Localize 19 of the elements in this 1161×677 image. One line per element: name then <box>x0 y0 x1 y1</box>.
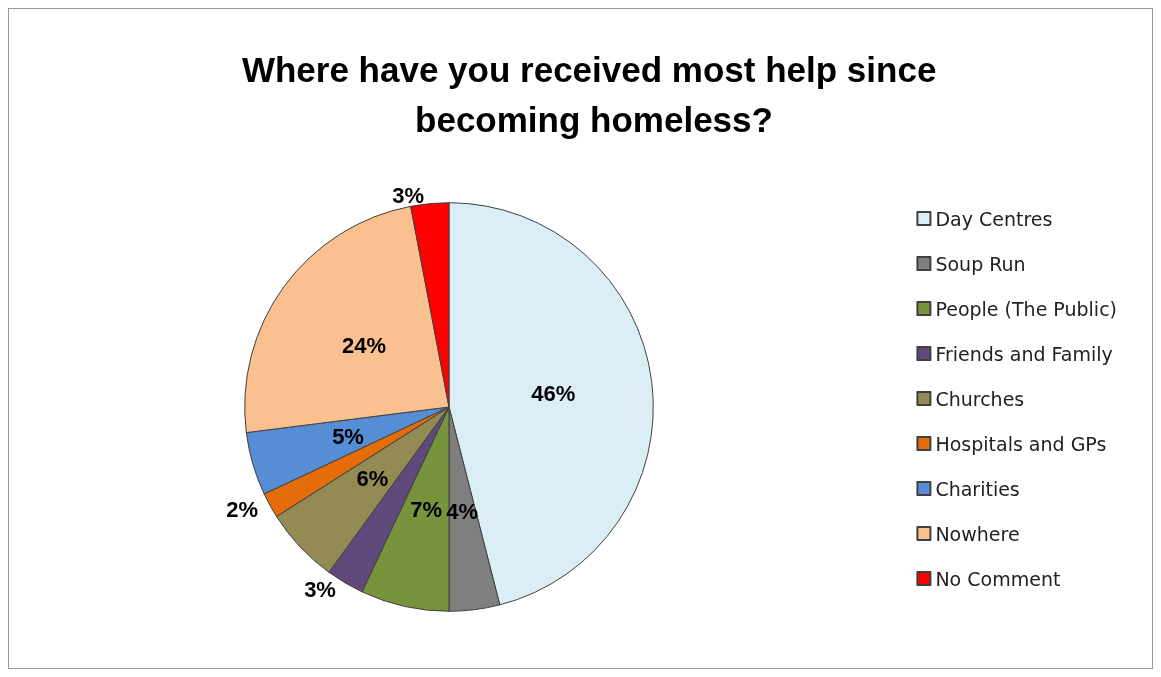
chart-title: Where have you received most help since becoming homeless? <box>241 49 947 139</box>
legend-label: People (The Public) <box>935 297 1118 320</box>
data-label: 5% <box>332 423 364 449</box>
legend-label: Day Centres <box>935 207 1053 230</box>
data-label: 4% <box>446 498 479 524</box>
data-label: 24% <box>341 332 386 358</box>
data-label: 46% <box>531 381 576 407</box>
legend-label: Soup Run <box>935 252 1026 275</box>
data-label: 2% <box>226 496 258 522</box>
legend-label: Nowhere <box>935 522 1020 545</box>
legend-label: Friends and Family <box>935 342 1113 365</box>
data-label: 3% <box>304 577 336 603</box>
data-label: 6% <box>356 466 389 492</box>
legend-label: Charities <box>935 477 1020 500</box>
data-label: 3% <box>392 183 425 209</box>
data-label: 7% <box>410 497 442 523</box>
legend-label: Churches <box>935 387 1025 410</box>
legend-label: Hospitals and GPs <box>935 432 1107 455</box>
legend-label: No Comment <box>935 567 1061 590</box>
